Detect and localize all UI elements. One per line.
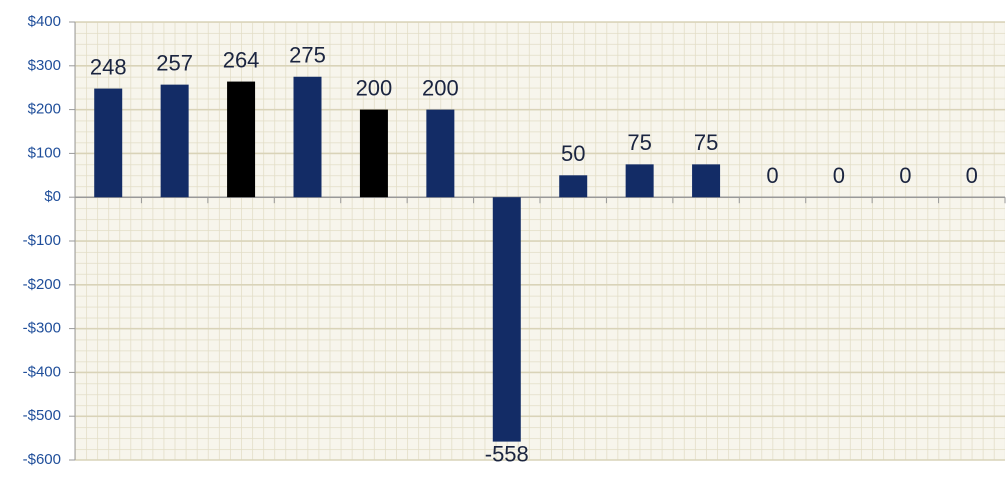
value-label: 200 [422,75,459,100]
bar [227,81,256,198]
value-label: 200 [356,75,393,100]
value-label: 75 [627,130,651,155]
value-label: -558 [485,441,529,466]
bar [559,175,588,198]
y-tick-label: -$300 [23,320,61,337]
y-tick-label: $300 [28,57,61,74]
y-tick-label: -$500 [23,407,61,424]
y-tick-label: -$100 [23,232,61,249]
bar [625,164,654,198]
value-label: 264 [223,47,260,72]
value-label: 0 [833,163,845,188]
value-label: 75 [694,130,718,155]
y-tick-label: $400 [28,13,61,30]
value-label: 257 [156,50,193,75]
value-label: 0 [966,163,978,188]
value-label: 275 [289,43,326,68]
y-tick-label: $0 [44,188,61,205]
bar [359,109,388,198]
y-tick-label: -$200 [23,276,61,293]
bar [492,197,521,442]
y-tick-label: $200 [28,101,61,118]
bar [692,164,721,198]
bar [94,88,123,198]
value-label: 0 [766,163,778,188]
y-tick-label: -$400 [23,363,61,380]
y-tick-label: $100 [28,144,61,161]
value-label: 248 [90,54,127,79]
bar [426,109,455,198]
value-label: 0 [899,163,911,188]
bar [160,84,189,198]
value-label: 50 [561,141,585,166]
y-tick-label: -$600 [23,451,61,468]
bar [293,76,322,198]
